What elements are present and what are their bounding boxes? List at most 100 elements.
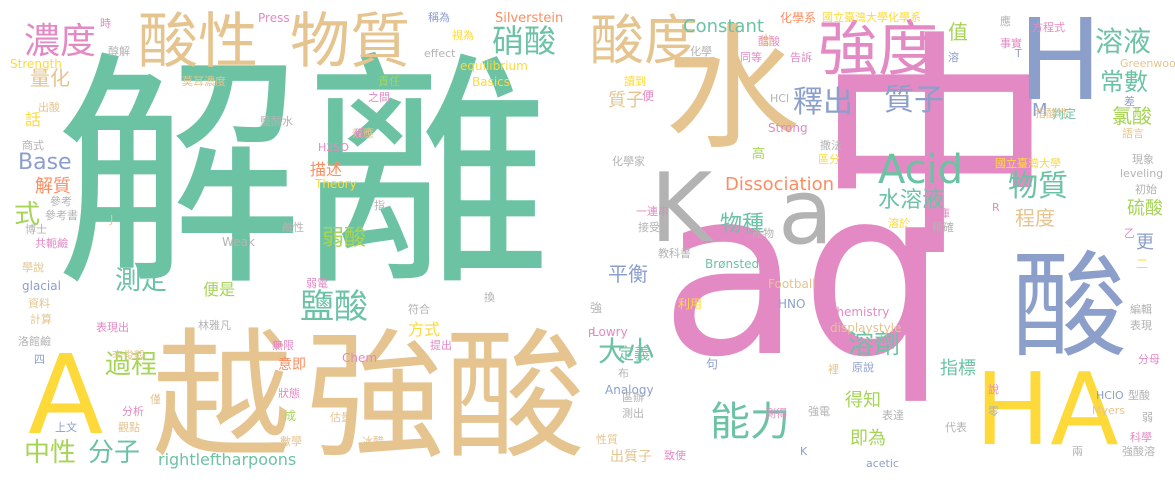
word: 致使 xyxy=(664,449,686,462)
word: 同等 xyxy=(740,51,762,64)
word: 常數 xyxy=(1100,68,1148,96)
word: 原說 xyxy=(852,361,874,374)
word: 零 xyxy=(988,405,999,418)
word: 強酸 xyxy=(305,316,586,479)
word: HCl xyxy=(770,92,790,105)
word: 說 xyxy=(988,383,999,396)
word: Lowry xyxy=(592,325,628,339)
word: 共軛鹼 xyxy=(35,237,68,250)
word: 便 xyxy=(642,89,655,103)
word: 平衡 xyxy=(608,262,648,286)
word: Theory xyxy=(315,177,357,191)
word: 計算 xyxy=(30,313,52,326)
word: 溶於 xyxy=(888,217,910,230)
word: 利用 xyxy=(678,297,703,311)
word: Greenwood xyxy=(1120,57,1175,70)
word: 中性 xyxy=(24,438,77,468)
word: 表達 xyxy=(882,409,904,422)
word: 化學系 xyxy=(780,11,817,25)
word: Football xyxy=(768,277,816,291)
word: 話 xyxy=(25,110,42,129)
word: 釋出 xyxy=(793,85,853,120)
word: 強度 xyxy=(818,15,938,85)
word: 之間 xyxy=(368,91,390,104)
word: 提出 xyxy=(430,339,452,352)
word: 性質 xyxy=(596,433,618,446)
word: 告訴 xyxy=(790,51,812,64)
word: 氯酸 xyxy=(1112,104,1152,128)
word: 參考書 xyxy=(45,209,78,222)
word: 意即 xyxy=(278,357,306,373)
word: 解離 xyxy=(55,32,551,320)
word: 冰醋 xyxy=(362,435,384,448)
word: 酸性 xyxy=(138,7,258,77)
word: HA xyxy=(975,351,1119,468)
word: 國立臺灣大學化學系 xyxy=(822,11,921,24)
word: 測定 xyxy=(115,266,168,296)
word: 效應 xyxy=(352,127,374,140)
word: 值 xyxy=(948,20,968,44)
word: 分析 xyxy=(122,405,144,418)
word: 硝酸 xyxy=(492,22,557,60)
word: 無限 xyxy=(272,339,294,352)
word: 精確 xyxy=(932,221,954,234)
word: T xyxy=(1015,47,1022,60)
word: 大小 xyxy=(598,335,655,368)
word: 表現 xyxy=(1130,319,1152,332)
word: 國立臺灣大學 xyxy=(995,157,1061,170)
word: 符合 xyxy=(408,303,430,316)
word: 便是 xyxy=(203,280,236,299)
word: 乙 xyxy=(1124,227,1135,240)
word: Acid xyxy=(878,147,964,193)
word: 低 xyxy=(354,127,365,140)
word: 出質子 xyxy=(610,449,652,465)
word: 上文 xyxy=(55,421,77,434)
word: 編輯 xyxy=(1130,303,1152,316)
word: 硫酸 xyxy=(1127,198,1163,219)
word: 兩 xyxy=(1072,445,1083,458)
word: 句 xyxy=(706,357,719,371)
word: H2SO xyxy=(318,141,349,154)
word: effect xyxy=(424,47,456,60)
word: 程度 xyxy=(1015,206,1055,230)
word: 林雅凡 xyxy=(198,319,231,332)
word: 描述 xyxy=(310,160,343,179)
word: Weak xyxy=(222,235,255,249)
word: 語言 xyxy=(1122,127,1144,140)
word: 弱電 xyxy=(306,277,328,290)
word: 指標 xyxy=(940,358,976,379)
word: 能力 xyxy=(710,399,790,445)
word: a xyxy=(778,160,834,265)
word: 酸度 xyxy=(590,9,698,72)
word: 出酸 xyxy=(38,101,60,114)
word: displaystyle xyxy=(830,321,902,335)
word: 平庫 xyxy=(928,207,950,220)
word: 成 xyxy=(284,409,297,423)
word: 博士 xyxy=(25,223,47,236)
word: Base xyxy=(18,150,72,175)
word: 更 xyxy=(1136,232,1154,253)
word: 強電 xyxy=(808,405,830,418)
word: acetic xyxy=(866,457,899,470)
word: 判定 xyxy=(1052,107,1077,121)
word: 責任 xyxy=(378,75,400,88)
word: 參考 xyxy=(50,195,72,208)
word: 布 xyxy=(618,367,629,380)
word: 學說 xyxy=(22,261,44,274)
word: rightleftharpoons xyxy=(158,450,297,469)
word: 越 xyxy=(152,316,293,479)
word: K xyxy=(800,445,808,458)
word: 物質 xyxy=(1008,169,1068,204)
word: 應 xyxy=(1000,15,1011,28)
word: 分母 xyxy=(1138,353,1160,366)
word: Chemistry xyxy=(828,305,890,319)
word: 事實 xyxy=(1000,37,1022,50)
word: 科學 xyxy=(1130,431,1152,444)
word: Strength xyxy=(10,57,62,71)
word: Silverstein xyxy=(495,11,564,26)
word: 現象 xyxy=(1132,153,1154,166)
word: Constant xyxy=(683,16,764,37)
word: 方式 xyxy=(408,320,441,339)
word: 解質 xyxy=(35,176,71,197)
